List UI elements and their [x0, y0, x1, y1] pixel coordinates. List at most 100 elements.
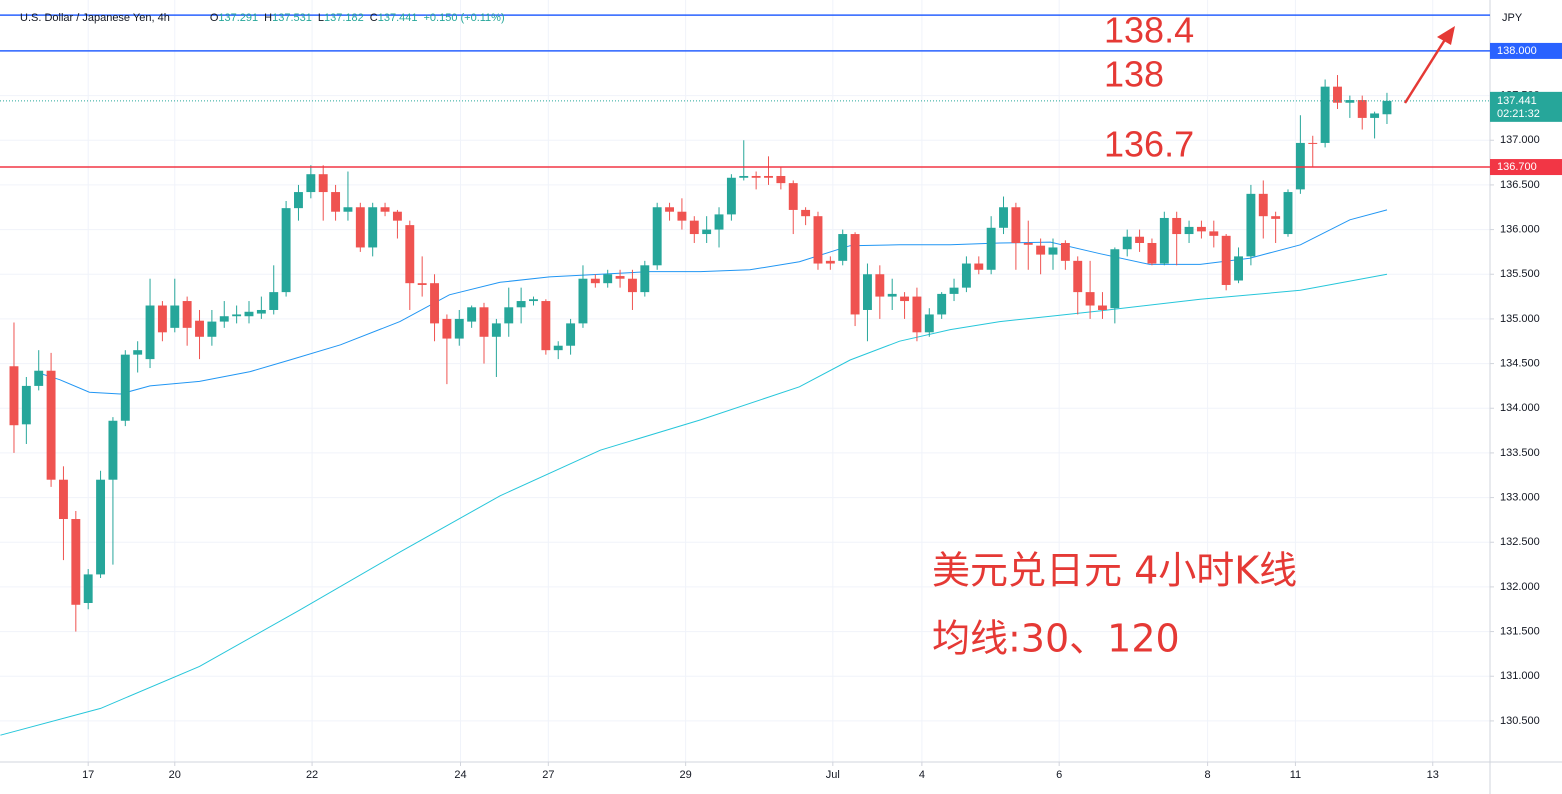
- candle-body: [1271, 216, 1281, 219]
- candle-body: [1048, 247, 1058, 255]
- ohlc-key: O: [209, 12, 219, 24]
- candle-body: [1073, 260, 1083, 293]
- candle-body: [219, 316, 229, 322]
- last-price-box: [1490, 91, 1562, 122]
- candle-body: [417, 283, 427, 285]
- y-tick-label: 136.500: [1500, 179, 1540, 191]
- candle-body: [1221, 235, 1231, 285]
- candle-body: [1098, 305, 1107, 310]
- candle-body: [1011, 207, 1021, 243]
- candle-body: [788, 183, 798, 210]
- candle-body: [21, 385, 31, 425]
- candle-body: [553, 345, 563, 351]
- candle-body: [627, 278, 637, 293]
- ohlc-value: 137.291: [218, 12, 259, 24]
- candle-body: [1085, 292, 1095, 306]
- x-tick-label: 29: [680, 769, 692, 781]
- ohlc-key: C: [369, 12, 378, 24]
- candle-body: [1023, 242, 1033, 245]
- ohlc-key: H: [264, 12, 273, 24]
- y-tick-label: 131.000: [1500, 670, 1540, 682]
- candle-body: [232, 314, 242, 317]
- candle-body: [1333, 86, 1342, 103]
- candle-body: [96, 479, 106, 575]
- candle-body: [665, 207, 675, 212]
- candle-body: [392, 211, 402, 221]
- candle-body: [999, 207, 1008, 228]
- candle-body: [529, 299, 538, 302]
- candle-body: [776, 175, 786, 184]
- candle-body: [801, 209, 811, 217]
- y-tick-label: 131.500: [1500, 625, 1540, 637]
- ohlc-value: 137.531: [272, 12, 312, 24]
- candle-body: [1283, 192, 1293, 235]
- candle-body: [726, 177, 736, 215]
- candle-body: [1122, 236, 1132, 250]
- candle-body: [343, 207, 353, 212]
- annotation: 均线:30、120: [932, 617, 1180, 661]
- candle-body: [1370, 113, 1380, 118]
- candle-body: [83, 574, 93, 603]
- x-tick-label: 24: [454, 769, 466, 781]
- candle-body: [578, 278, 588, 324]
- level-annotation: 138.4: [1104, 10, 1194, 51]
- candle-body: [1196, 226, 1206, 232]
- header: U.S. Dollar / Japanese Yen, 4h O137.291 H1…: [20, 12, 505, 24]
- candle-body: [133, 350, 143, 355]
- candle-body: [380, 207, 390, 212]
- countdown-label: 02:21:32: [1497, 108, 1540, 120]
- candle-body: [1258, 193, 1268, 217]
- candle-body: [405, 225, 415, 284]
- x-tick-label: 13: [1427, 769, 1439, 781]
- candle-body: [1357, 100, 1367, 118]
- candle-body: [467, 307, 477, 322]
- candle-body: [195, 320, 204, 337]
- candle-body: [1308, 142, 1318, 144]
- candle-body: [986, 227, 996, 270]
- y-tick-label: 133.500: [1500, 447, 1540, 459]
- moving-average: [0, 273, 1388, 736]
- y-tick-label: 132.500: [1500, 536, 1540, 548]
- candle-body: [71, 519, 81, 605]
- candle-body: [813, 216, 823, 264]
- candle-body: [318, 174, 328, 193]
- candle-body: [949, 287, 959, 294]
- candle-body: [887, 293, 897, 297]
- candle-body: [652, 207, 662, 266]
- x-tick-label: 27: [542, 769, 554, 781]
- y-tick-label: 134.500: [1500, 357, 1540, 369]
- candle-body: [108, 420, 118, 480]
- candle-body: [739, 175, 749, 178]
- candle-body: [306, 174, 316, 193]
- x-tick-label: 20: [169, 769, 181, 781]
- candle-body: [442, 318, 452, 339]
- candle-body: [1345, 100, 1355, 103]
- candle-body: [838, 234, 848, 261]
- x-tick-label: 17: [82, 769, 94, 781]
- candle-body: [256, 309, 266, 314]
- ohlc-key: L: [317, 12, 324, 24]
- candle-body: [454, 318, 464, 339]
- x-tick-label: 4: [919, 769, 925, 781]
- candle-body: [937, 293, 947, 315]
- x-tick-label: 6: [1056, 769, 1062, 781]
- candle-body: [145, 305, 155, 360]
- ohlc-value: 137.441: [377, 12, 418, 24]
- candle-body: [281, 208, 291, 293]
- change: +0.150 (+0.11%): [423, 12, 505, 24]
- currency-label: JPY: [1502, 12, 1523, 24]
- candle-body: [207, 321, 217, 337]
- candle-body: [1184, 226, 1194, 235]
- candle-body: [974, 263, 984, 270]
- symbol: U.S. Dollar / Japanese Yen, 4h: [20, 12, 170, 24]
- candle-body: [702, 229, 712, 235]
- candle-body: [59, 479, 68, 520]
- candle-body: [294, 192, 303, 209]
- candle-body: [541, 301, 551, 351]
- candle-body: [46, 370, 56, 480]
- candle-body: [479, 307, 489, 337]
- candle-body: [1147, 242, 1157, 264]
- y-tick-label: 135.500: [1500, 268, 1540, 280]
- x-tick-label: Jul: [826, 769, 840, 781]
